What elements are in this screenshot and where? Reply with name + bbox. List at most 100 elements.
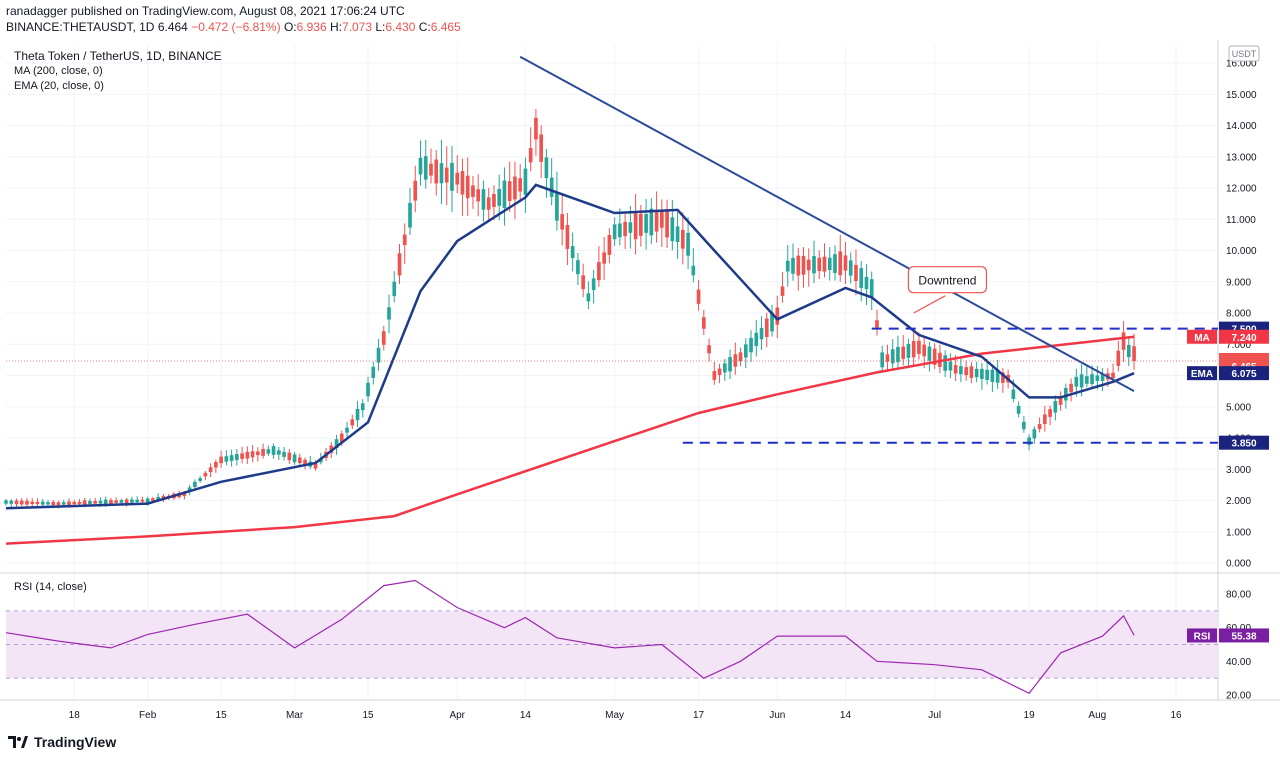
- candle: [649, 198, 654, 245]
- candle: [801, 247, 806, 288]
- candle-body: [444, 167, 449, 183]
- candle-body: [460, 171, 465, 195]
- candle-body: [355, 408, 360, 421]
- candle-body: [82, 500, 87, 506]
- price-tick-label: 15.000: [1226, 90, 1257, 101]
- candle: [728, 349, 732, 380]
- candle-body: [1048, 409, 1052, 417]
- candle: [854, 249, 858, 296]
- candle-body: [796, 255, 801, 276]
- candle: [549, 158, 554, 206]
- candle-body: [880, 352, 885, 368]
- low-value: 6.430: [385, 20, 416, 34]
- candle: [1037, 417, 1042, 433]
- candle-body: [581, 275, 585, 290]
- candle-body: [722, 363, 727, 373]
- candle-body: [980, 368, 984, 380]
- candle: [822, 243, 827, 278]
- candle-body: [423, 156, 428, 180]
- candle: [203, 470, 208, 481]
- rsi-value-badge: 55.38: [1219, 628, 1269, 643]
- rsi-tick-label: 80.00: [1226, 590, 1251, 601]
- candle-body: [707, 345, 711, 354]
- candle: [1032, 426, 1037, 444]
- ma-tag-text: MA: [1194, 333, 1210, 344]
- candle-body: [30, 501, 35, 505]
- candle: [25, 498, 29, 507]
- candle-body: [145, 498, 150, 503]
- candle: [429, 148, 433, 184]
- candle: [261, 443, 265, 459]
- candle-body: [728, 357, 732, 372]
- candle-body: [413, 180, 418, 201]
- low-label: L:: [375, 20, 386, 34]
- rsi-tag-text: RSI: [1194, 631, 1211, 642]
- candle-body: [397, 253, 402, 276]
- candle: [308, 455, 313, 470]
- candle-body: [14, 500, 19, 505]
- candle-body: [334, 439, 339, 449]
- candle: [229, 449, 234, 467]
- candle-body: [948, 361, 953, 371]
- candle-body: [943, 355, 948, 371]
- rsi-tag: RSI: [1187, 628, 1217, 643]
- candle: [623, 213, 627, 250]
- time-tick-label: Aug: [1088, 710, 1106, 721]
- candle-body: [665, 211, 669, 238]
- candle-body: [471, 185, 475, 197]
- candle: [30, 498, 35, 508]
- candle-body: [1058, 396, 1063, 405]
- time-tick-label: Jul: [928, 710, 941, 721]
- tradingview-logo[interactable]: TradingView: [8, 734, 116, 750]
- candle-body: [345, 427, 349, 433]
- candle: [1132, 333, 1136, 370]
- close-label: C:: [418, 20, 431, 34]
- candle-body: [303, 459, 307, 465]
- candle: [785, 244, 790, 287]
- candle-body: [224, 456, 229, 462]
- currency-box: [1228, 45, 1260, 62]
- candle-body: [103, 499, 108, 505]
- candle: [492, 185, 496, 220]
- candle-body: [696, 289, 701, 304]
- time-tick-label: 19: [1024, 710, 1036, 721]
- candle: [969, 362, 974, 384]
- candle: [360, 399, 365, 418]
- candle-body: [198, 478, 202, 481]
- candle-body: [686, 232, 690, 256]
- candle-body: [833, 254, 837, 273]
- candle: [224, 450, 229, 466]
- candle-body: [187, 487, 192, 492]
- candle: [890, 339, 895, 369]
- time-tick-label: 16: [1170, 710, 1182, 721]
- candle: [581, 263, 585, 298]
- candle: [764, 312, 769, 348]
- candle-body: [859, 268, 864, 288]
- candle: [943, 350, 948, 378]
- candle-body: [628, 222, 633, 233]
- candle-body: [754, 332, 759, 346]
- candle: [675, 212, 680, 259]
- candle: [534, 108, 538, 156]
- candle: [1116, 340, 1121, 372]
- candle: [282, 447, 286, 461]
- candle-body: [193, 481, 197, 488]
- candle: [932, 343, 937, 369]
- candle: [35, 498, 40, 506]
- candle: [1100, 368, 1105, 392]
- candle: [72, 499, 77, 506]
- candle-body: [749, 337, 753, 353]
- candle-body: [712, 371, 717, 380]
- candle: [896, 335, 900, 370]
- ma-tag: MA: [1187, 329, 1217, 344]
- candle-body: [381, 331, 386, 345]
- candle-body: [266, 449, 271, 454]
- ma-legend[interactable]: MA (200, close, 0): [14, 65, 103, 77]
- ema-legend[interactable]: EMA (20, close, 0): [14, 80, 104, 92]
- candle: [670, 199, 675, 251]
- candle: [738, 347, 743, 367]
- candle: [660, 199, 664, 247]
- candle: [597, 245, 601, 287]
